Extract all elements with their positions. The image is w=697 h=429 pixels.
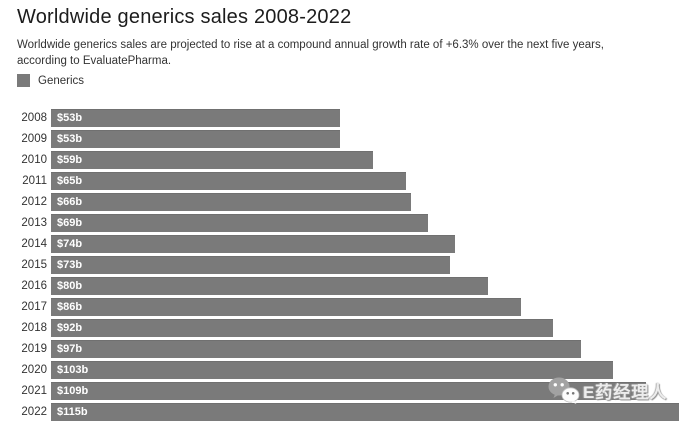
bar: $86b: [51, 297, 521, 316]
year-label: 2009: [21, 132, 47, 145]
legend: Generics: [17, 74, 84, 87]
chart-subtitle: Worldwide generics sales are projected t…: [17, 39, 604, 67]
bar: $73b: [51, 255, 450, 274]
bar: $65b: [51, 171, 406, 190]
chart-row: 2016 $80b: [0, 275, 697, 296]
bar-value-label: $69b: [57, 216, 83, 229]
chart-row: 2014 $74b: [0, 233, 697, 254]
year-label: 2020: [21, 363, 47, 376]
watermark: E药经理人: [547, 376, 667, 405]
bar-rows: 2008 $53b 2009 $53b 2010 $59b 2011 $65b 2012 $66b…: [0, 107, 697, 422]
chart-row: 2019 $97b: [0, 338, 697, 359]
chart-row: 2017 $86b: [0, 296, 697, 317]
bar-value-label: $92b: [57, 321, 83, 334]
chart-row: 2015 $73b: [0, 254, 697, 275]
year-label: 2021: [21, 384, 47, 397]
watermark-text: E药经理人: [583, 383, 668, 402]
bar-value-label: $86b: [57, 300, 83, 313]
year-label: 2010: [21, 153, 47, 166]
year-label: 2019: [21, 342, 47, 355]
year-label: 2008: [21, 111, 47, 124]
chart-row: 2022 $115b: [0, 401, 697, 422]
bar: $74b: [51, 234, 455, 253]
bar: $53b: [51, 108, 341, 127]
year-label: 2022: [21, 405, 47, 418]
year-label: 2011: [22, 174, 47, 187]
chart-row: 2008 $53b: [0, 107, 697, 128]
bar-value-label: $115b: [57, 405, 88, 418]
year-label: 2012: [21, 195, 47, 208]
year-label: 2013: [21, 216, 47, 229]
year-label: 2017: [21, 300, 47, 313]
bar-value-label: $53b: [57, 132, 83, 145]
bar-value-label: $74b: [57, 237, 83, 250]
bar: $115b: [51, 402, 679, 421]
bar-value-label: $66b: [57, 195, 83, 208]
chart-row: 2010 $59b: [0, 149, 697, 170]
bar: $80b: [51, 276, 488, 295]
bar-value-label: $73b: [57, 258, 83, 271]
bar-value-label: $109b: [57, 384, 89, 397]
bar-value-label: $80b: [57, 279, 83, 292]
chart-title: Worldwide generics sales 2008-2022: [17, 6, 352, 28]
bar-value-label: $65b: [57, 174, 83, 187]
year-label: 2015: [21, 258, 47, 271]
bar: $66b: [51, 192, 412, 211]
chart-row: 2020 $103b: [0, 359, 697, 380]
bar-value-label: $53b: [57, 111, 83, 124]
chart-row: 2009 $53b: [0, 128, 697, 149]
year-label: 2016: [21, 279, 47, 292]
bar-value-label: $97b: [57, 342, 83, 355]
bar: $103b: [51, 360, 614, 379]
bar: $69b: [51, 213, 428, 232]
bar: $59b: [51, 150, 374, 169]
bar: $53b: [51, 129, 341, 148]
chart-row: 2013 $69b: [0, 212, 697, 233]
bar: $97b: [51, 339, 581, 358]
chart-row: 2018 $92b: [0, 317, 697, 338]
legend-swatch-icon: [17, 74, 30, 87]
chart-row: 2011 $65b: [0, 170, 697, 191]
legend-label: Generics: [38, 74, 85, 87]
bar-value-label: $103b: [57, 363, 89, 376]
year-label: 2014: [21, 237, 47, 250]
bar-value-label: $59b: [57, 153, 83, 166]
bar: $92b: [51, 318, 554, 337]
chart-row: 2021 $109b: [0, 380, 697, 401]
year-label: 2018: [21, 321, 47, 334]
wechat-logo-icon: [548, 377, 580, 404]
chart-row: 2012 $66b: [0, 191, 697, 212]
bar: $109b: [51, 381, 647, 400]
